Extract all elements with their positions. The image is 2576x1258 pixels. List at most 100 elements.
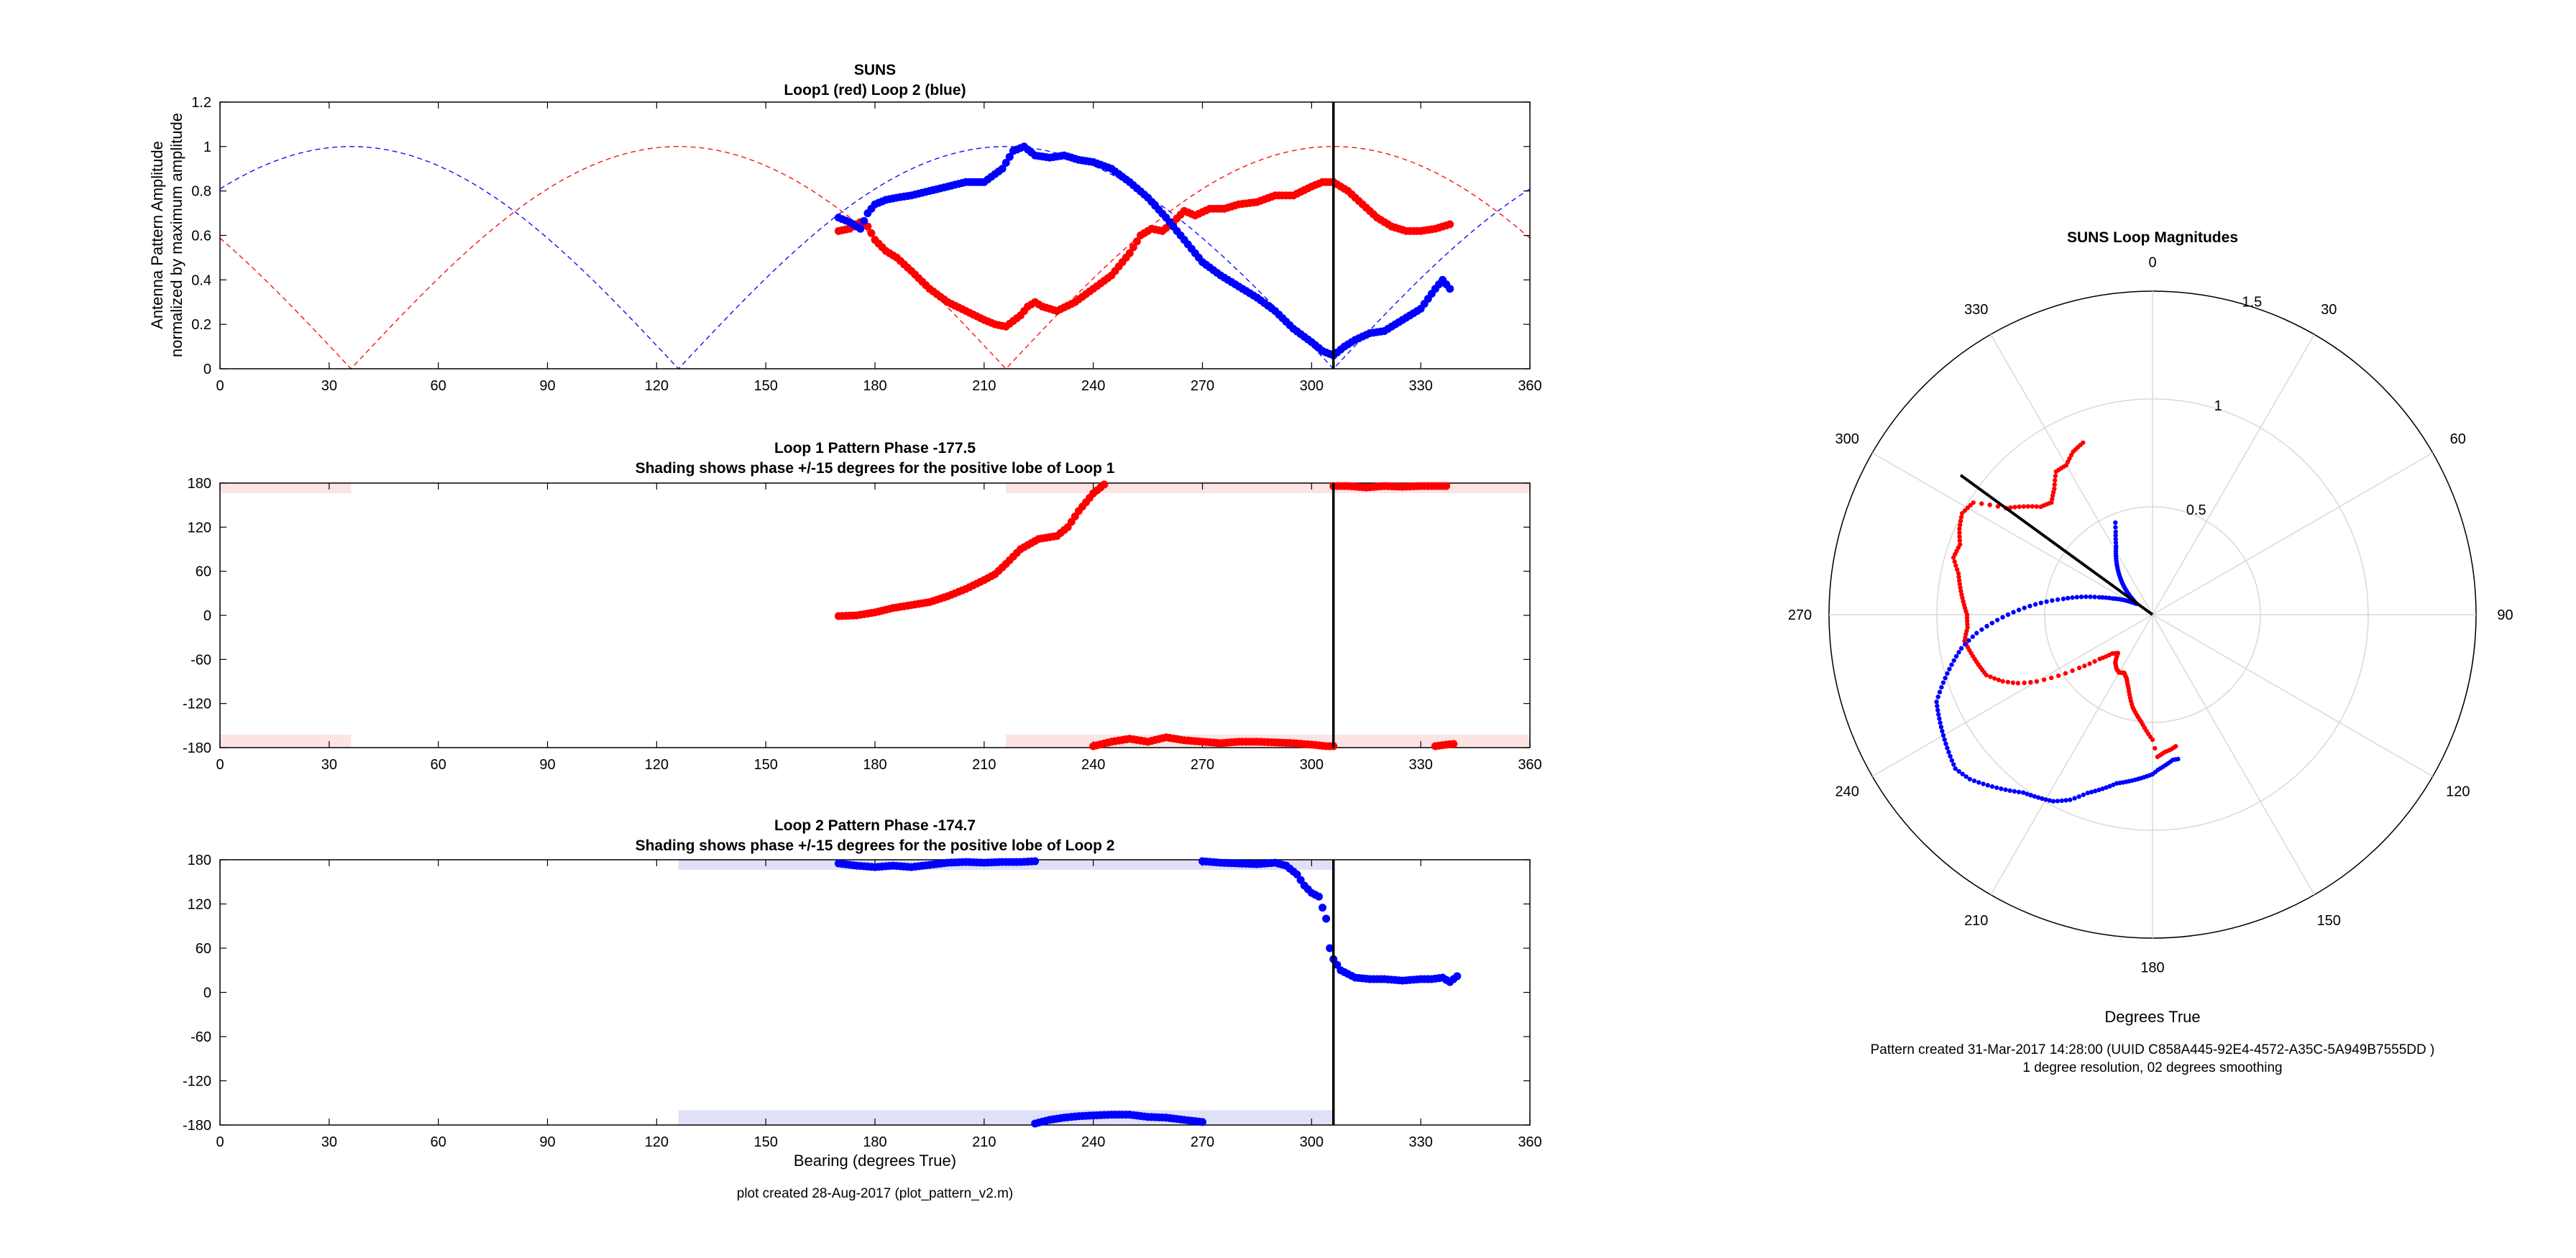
ideal-pattern-curve — [219, 146, 1531, 369]
polar-data-point — [1935, 707, 1940, 713]
loop2-phase-title: Loop 2 Pattern Phase -174.7 — [774, 817, 976, 834]
polar-data-point — [2000, 679, 2005, 684]
polar-data-point — [2104, 785, 2109, 790]
polar-angle-label: 300 — [1835, 431, 1859, 447]
polar-data-point — [1958, 589, 1963, 594]
polar-data-point — [1976, 780, 1981, 785]
polar-data-point — [2082, 664, 2087, 669]
polar-spoke — [1990, 614, 2153, 896]
data-point — [1449, 740, 1458, 748]
polar-data-point — [2055, 673, 2061, 679]
polar-data-point — [2008, 505, 2013, 510]
polar-angle-label: 330 — [1964, 302, 1988, 318]
polar-data-point — [1942, 737, 1947, 743]
x-tick-label: 60 — [431, 757, 446, 773]
polar-data-point — [2028, 792, 2033, 798]
x-tick-label: 270 — [1191, 1134, 1214, 1150]
polar-data-point — [2016, 607, 2022, 612]
polar-data-point — [2041, 677, 2047, 682]
polar-angle-label: 210 — [1964, 913, 1988, 929]
x-tick-label: 60 — [431, 1134, 446, 1150]
polar-data-point — [2034, 504, 2039, 509]
polar-data-point — [2076, 665, 2082, 671]
polar-data-point — [2113, 533, 2118, 538]
y-tick-label: 120 — [188, 897, 211, 913]
x-tick-label: 180 — [863, 378, 886, 394]
phase-shading-band — [1006, 483, 1530, 493]
polar-data-point — [2096, 787, 2101, 793]
polar-data-point — [2114, 543, 2119, 548]
polar-angle-label: 30 — [2321, 302, 2337, 318]
data-point — [1326, 944, 1334, 952]
polar-data-point — [2092, 594, 2097, 600]
polar-data-point — [2155, 754, 2160, 760]
polar-data-point — [2100, 594, 2105, 600]
data-point — [998, 165, 1007, 173]
data-point — [1453, 972, 1462, 981]
polar-data-point — [2040, 796, 2045, 802]
loop-magnitudes-polar: 0.5 1 1.5 0 30 60 90 120 150 180 210 240 270 300 330 S… — [1788, 229, 2513, 1026]
polar-data-point — [1964, 618, 1970, 624]
plot-created-note: plot created 28-Aug-2017 (plot_pattern_v… — [737, 1186, 1013, 1201]
polar-data-point — [1989, 620, 1995, 625]
polar-data-point — [1956, 574, 1961, 579]
polar-spoke — [2152, 614, 2315, 896]
x-tick-label: 330 — [1408, 1134, 1432, 1150]
data-point — [1446, 220, 1454, 229]
polar-data-point — [1949, 662, 1954, 667]
polar-data-point — [1958, 646, 1964, 651]
polar-data-point — [2000, 615, 2005, 620]
y-tick-label: 60 — [196, 564, 211, 580]
polar-data-point — [1989, 784, 1995, 789]
polar-data-point — [2081, 792, 2086, 797]
x-tick-label: 210 — [972, 1134, 996, 1150]
polar-data-point — [1957, 534, 1962, 539]
polar-data-point — [1992, 676, 1997, 681]
polar-radius-label: 1 — [2214, 398, 2222, 414]
polar-data-point — [1995, 504, 2001, 509]
data-point — [1005, 152, 1014, 161]
x-tick-label: 240 — [1081, 378, 1105, 394]
loop2-phase-panel: 0 30 60 90 120 150 180 210 240 270 300 330 360 180 120… — [183, 817, 1542, 1170]
x-tick-label: 30 — [321, 378, 337, 394]
polar-data-point — [1987, 502, 1992, 508]
polar-data-point — [1954, 567, 1960, 572]
polar-data-point — [2113, 525, 2118, 530]
y-tick-label: 0.4 — [191, 272, 211, 288]
data-point — [1001, 159, 1010, 167]
polar-data-point — [2063, 671, 2068, 676]
polar-data-point — [1953, 563, 1958, 568]
polar-data-point — [1940, 733, 1946, 738]
y-tick-label: 0.6 — [191, 229, 211, 244]
polar-radius-label: 1.5 — [2242, 294, 2262, 310]
polar-data-point — [2044, 599, 2049, 605]
y-tick-label: 60 — [196, 941, 211, 957]
y-tick-label: -180 — [183, 1118, 211, 1134]
polar-data-point — [1958, 515, 1964, 520]
polar-angle-label: 180 — [2140, 960, 2164, 976]
polar-data-point — [2022, 605, 2027, 610]
data-point — [1442, 482, 1451, 490]
polar-data-point — [1960, 771, 1965, 776]
polar-data-point — [2052, 486, 2057, 492]
amplitude-ylabel-2: normalized by maximum amplitude — [168, 113, 185, 357]
x-tick-label: 210 — [972, 757, 996, 773]
polar-spoke — [1871, 452, 2153, 615]
x-tick-label: 270 — [1191, 757, 1214, 773]
y-tick-label: 180 — [188, 853, 211, 868]
polar-data-point — [1959, 592, 1964, 597]
polar-data-point — [2085, 790, 2090, 796]
x-tick-label: 270 — [1191, 378, 1214, 394]
x-tick-label: 300 — [1300, 757, 1324, 773]
polar-data-point — [1967, 776, 1973, 782]
polar-data-point — [2047, 798, 2052, 803]
y-tick-label: 0.2 — [191, 317, 211, 333]
phase-shading-band — [220, 735, 352, 748]
polar-data-point — [1956, 768, 1961, 774]
polar-data-point — [2053, 473, 2058, 479]
x-tick-label: 90 — [539, 1134, 555, 1150]
polar-data-point — [2096, 594, 2102, 600]
polar-data-point — [1966, 638, 1971, 643]
polar-data-point — [1940, 680, 1946, 685]
polar-data-point — [2049, 675, 2054, 681]
